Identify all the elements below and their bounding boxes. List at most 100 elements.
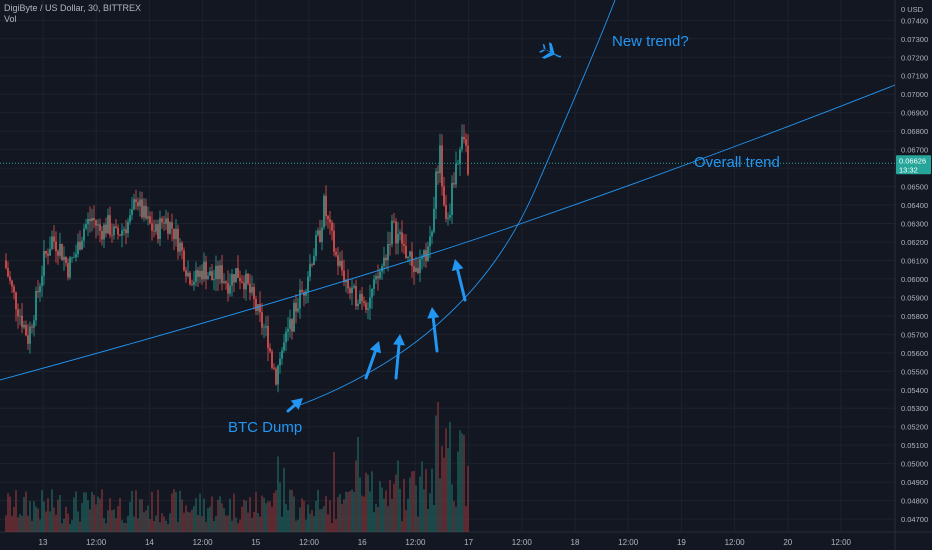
candle-body — [201, 270, 203, 280]
annotation-arrow — [451, 259, 467, 302]
time-tick-label: 16 — [358, 538, 367, 547]
candle-body — [273, 367, 275, 369]
volume-bar — [19, 514, 21, 532]
volume-bar — [185, 505, 187, 532]
volume-bar — [121, 520, 123, 532]
volume-bar — [309, 513, 311, 532]
time-tick-label: 12:00 — [725, 538, 746, 547]
volume-bar — [409, 477, 411, 532]
volume-bar — [105, 523, 107, 532]
new-trend-curve[interactable] — [299, 0, 616, 406]
candle-body — [243, 282, 245, 290]
candle-body — [217, 265, 219, 280]
volume-indicator-label[interactable]: Vol — [4, 14, 17, 24]
candle-body — [415, 267, 417, 272]
candle-body — [145, 205, 147, 219]
candle-body — [301, 289, 303, 292]
candle-body — [455, 163, 457, 185]
annotation-arrow — [364, 341, 382, 380]
candle-body — [89, 218, 91, 222]
time-axis[interactable]: 13 12:00 14 12:00 15 12:00 16 12:00 17 12:00 18 12:… — [39, 538, 852, 547]
volume-bar — [145, 510, 147, 532]
volume-bar — [413, 470, 415, 532]
candle-body — [231, 274, 233, 286]
candle-body — [125, 229, 127, 234]
candle-body — [219, 265, 221, 280]
volume-bar — [293, 496, 295, 532]
volume-bar — [283, 467, 285, 532]
volume-bar — [395, 474, 397, 532]
candle-body — [161, 218, 163, 223]
candle-body — [11, 280, 13, 287]
label-new-trend[interactable]: New trend? — [612, 33, 689, 50]
candle-body — [445, 205, 447, 219]
price-axis[interactable]: 0.07400 0.07300 0.07200 0.07100 0.07000 0.069… — [896, 5, 931, 524]
volume-bar — [325, 496, 327, 532]
volume-bar — [301, 498, 303, 532]
volume-bar — [263, 497, 265, 532]
candle-body — [215, 265, 217, 280]
volume-bar — [207, 508, 209, 532]
candle-body — [245, 273, 247, 290]
candle-body — [73, 257, 75, 259]
candle-body — [25, 324, 27, 336]
label-overall-trend[interactable]: Overall trend — [694, 154, 780, 171]
candle-body — [293, 302, 295, 332]
volume-bar — [65, 506, 67, 532]
candle-body — [305, 291, 307, 296]
volume-bar — [15, 490, 17, 532]
trend-lines — [0, 0, 896, 406]
arrow-head — [393, 334, 405, 346]
volume-bar — [59, 494, 61, 532]
time-tick-label: 12:00 — [86, 538, 107, 547]
arrow-shaft — [456, 268, 467, 302]
label-btc-dump[interactable]: BTC Dump — [228, 419, 302, 436]
candle-body — [271, 351, 273, 368]
volume-bar — [51, 489, 53, 532]
volume-bar — [357, 437, 359, 532]
arrow-head — [290, 398, 303, 410]
volume-bar — [327, 514, 329, 532]
price-tick-label: 0.04700 — [901, 515, 928, 524]
volume-bar — [55, 514, 57, 532]
overall-trend-line[interactable] — [0, 84, 896, 381]
candle-body — [123, 229, 125, 231]
candle-body — [375, 276, 377, 280]
candle-body — [71, 257, 73, 259]
volume-bar — [147, 505, 149, 532]
currency-label[interactable]: 0 USD — [901, 5, 924, 14]
volume-bar — [391, 499, 393, 532]
candle-body — [59, 243, 61, 256]
candle-body — [411, 251, 413, 267]
volume-bar — [351, 489, 353, 532]
current-price-badge[interactable] — [896, 155, 931, 175]
candle-body — [401, 232, 403, 244]
volume-bar — [177, 521, 179, 532]
volume-bar — [129, 502, 131, 532]
symbol-title[interactable]: DigiByte / US Dollar, 30, BITTREX — [4, 3, 142, 13]
volume-bar — [269, 501, 271, 532]
volume-bar — [133, 516, 135, 532]
volume-bar — [39, 519, 41, 532]
candle-body — [439, 145, 441, 174]
candle-body — [315, 234, 317, 256]
candle-body — [169, 222, 171, 234]
candle-body — [221, 265, 223, 284]
time-tick-label: 13 — [39, 538, 48, 547]
candle-body — [47, 253, 49, 256]
candle-body — [283, 342, 285, 351]
candle-body — [85, 224, 87, 229]
volume-bar — [187, 511, 189, 532]
candle-body — [347, 279, 349, 289]
candle-body — [265, 325, 267, 328]
volume-bar — [427, 508, 429, 532]
volume-bar — [387, 506, 389, 532]
volume-bar — [181, 499, 183, 532]
candle-body — [357, 303, 359, 307]
price-tick-label: 0.04800 — [901, 497, 928, 506]
candle-body — [429, 236, 431, 247]
volume-bar — [217, 499, 219, 532]
volume-bar — [305, 519, 307, 532]
candle-body — [407, 256, 409, 259]
